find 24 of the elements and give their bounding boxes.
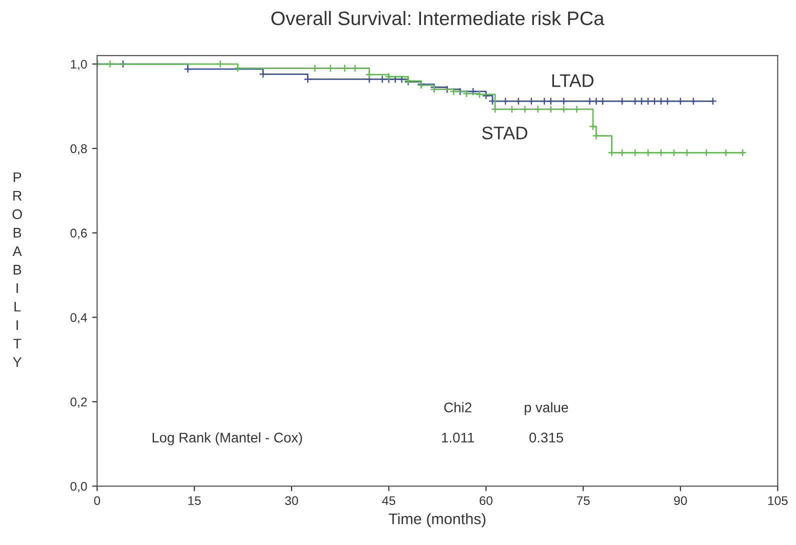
chart-title: Overall Survival: Intermediate risk PCa (271, 10, 604, 26)
x-tick-label: 30 (285, 496, 298, 506)
x-axis-title: Time (months) (388, 513, 486, 528)
annotation: 0.315 (529, 432, 564, 443)
annotation: 1.011 (442, 432, 474, 443)
y-tick-label: 0,8 (70, 144, 87, 155)
x-tick-label: 75 (576, 496, 590, 506)
y-tick-label: 0,0 (70, 482, 87, 492)
x-tick-label: 15 (188, 496, 201, 506)
annotation: Log Rank (Mantel - Cox) (152, 432, 302, 446)
x-tick-label: 105 (768, 496, 788, 506)
x-tick-label: 45 (382, 496, 396, 506)
annotation: p value (524, 402, 568, 416)
x-tick-label: 0 (94, 496, 100, 506)
y-tick-label: 0,6 (70, 228, 87, 240)
annotation: Chi2 (444, 402, 472, 412)
y-tick-label: 0,2 (70, 398, 87, 408)
series-label: STAD (482, 126, 528, 140)
series-label: LTAD (552, 74, 594, 87)
text: PROBABILITY (12, 172, 22, 367)
y-tick-label: 0,4 (70, 313, 88, 324)
y-tick-label: 1,0 (70, 60, 87, 70)
x-tick-label: 90 (674, 496, 687, 506)
x-tick-label: 60 (480, 496, 492, 506)
